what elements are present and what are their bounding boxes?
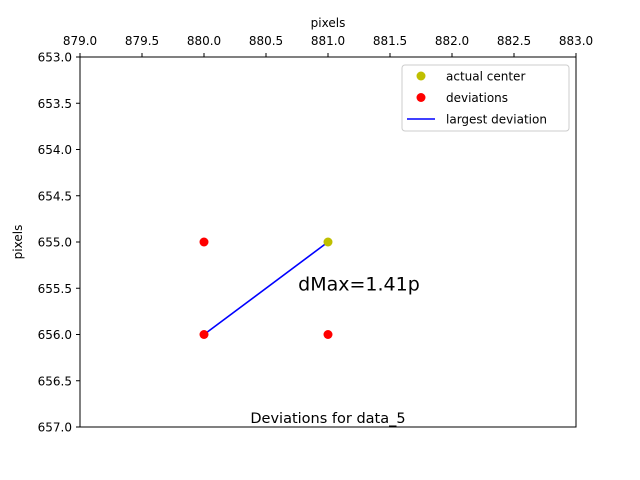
y-tick-label: 657.0 <box>38 421 72 435</box>
legend-label: deviations <box>446 91 508 105</box>
x-tick-label: 879.0 <box>63 34 97 48</box>
y-tick-label: 654.0 <box>38 143 72 157</box>
y-tick-label: 656.0 <box>38 328 72 342</box>
x-tick-label: 880.0 <box>187 34 221 48</box>
x-tick-label: 881.5 <box>373 34 407 48</box>
y-tick-label: 655.0 <box>38 236 72 250</box>
y-tick-label: 654.5 <box>38 189 72 203</box>
legend-label: largest deviation <box>446 113 547 127</box>
dmax-annotation: dMax=1.41p <box>298 274 420 296</box>
x-tick-label: 881.0 <box>311 34 345 48</box>
x-tick-label: 880.5 <box>249 34 283 48</box>
actual-center-point <box>323 237 333 247</box>
legend-label: actual center <box>446 70 525 84</box>
deviations-point <box>199 237 209 247</box>
x-tick-label: 882.5 <box>497 34 531 48</box>
y-axis-label: pixels <box>11 225 25 260</box>
x-axis-label: pixels <box>311 16 346 30</box>
series-layer <box>199 237 333 339</box>
x-tick-label: 883.0 <box>559 34 593 48</box>
y-axis: 653.0 653.5 654.0 654.5 655.0 655.5 656.0 656.5… <box>38 51 80 435</box>
x-tick-label: 882.0 <box>435 34 469 48</box>
legend: actual center deviations largest deviation <box>401 64 570 132</box>
x-tick-label: 879.5 <box>125 34 159 48</box>
x-axis: 879.0 879.5 880.0 880.5 881.0 881.5 882.0 882.5… <box>63 34 593 57</box>
largest-deviation-line <box>203 241 329 336</box>
y-tick-label: 655.5 <box>38 282 72 296</box>
legend-frame <box>401 64 570 132</box>
y-tick-label: 653.0 <box>38 51 72 65</box>
deviations-point <box>199 330 209 339</box>
legend-marker <box>416 93 426 102</box>
deviations-point <box>323 330 333 339</box>
legend-marker <box>416 71 426 81</box>
chart-title: Deviations for data_5 <box>250 411 405 427</box>
y-tick-label: 656.5 <box>38 374 72 388</box>
y-tick-label: 653.5 <box>38 97 72 111</box>
